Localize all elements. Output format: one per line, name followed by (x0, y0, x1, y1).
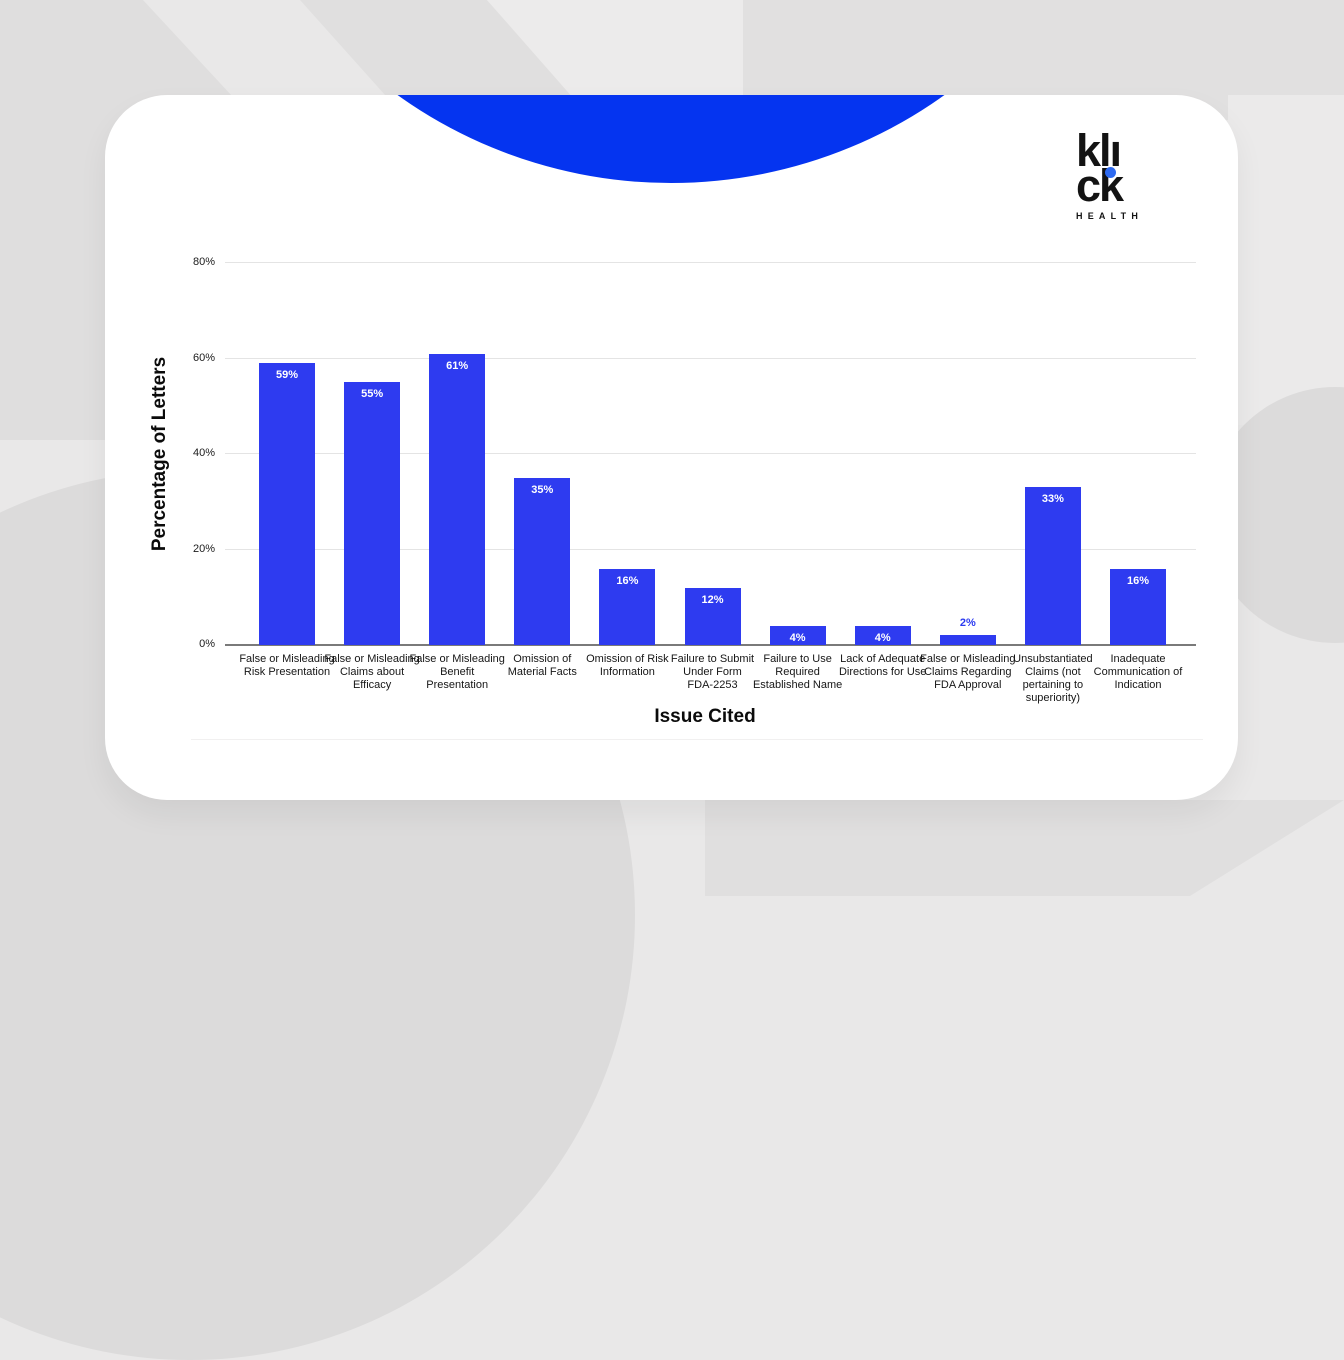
x-tick-label: Failure to Submit Under Form FDA-2253 (670, 653, 755, 691)
x-tick-label: False or Misleading Claims Regarding FDA… (920, 653, 1016, 691)
bar (344, 382, 401, 645)
bar-value-label: 33% (1041, 493, 1064, 506)
bar (769, 625, 826, 645)
accent-circle (202, 95, 1140, 183)
bar (514, 477, 571, 645)
bar-value-label: 55% (361, 388, 384, 401)
gridline (225, 548, 1196, 550)
brand-logo: klı ck HEALTH (1076, 125, 1162, 221)
y-tick-label: 60% (192, 351, 215, 364)
logo-line1: klı (1076, 125, 1122, 176)
x-axis-line (225, 644, 1196, 646)
y-tick-label: 80% (192, 256, 215, 268)
bar-value-label: 61% (446, 359, 469, 372)
x-tick-label: Lack of Adequate Directions for Use (838, 653, 927, 678)
bar-value-label: 4% (789, 631, 806, 644)
x-tick-label: Failure to Use Required Established Name (752, 653, 843, 691)
bar-value-label: 2% (959, 617, 976, 630)
plot-area: 0% 20% 40% 60% 80% 59% False or Misleading Ris… (193, 256, 1196, 704)
card-footer-divider (191, 739, 1203, 740)
bar (1024, 487, 1081, 645)
bar (939, 635, 996, 645)
logo-dot-icon (1105, 167, 1116, 178)
gridline (225, 453, 1196, 454)
x-tick-label: False or Misleading Benefit Presentation (409, 653, 505, 691)
gridline (225, 357, 1196, 359)
bar-value-label: 16% (1126, 574, 1150, 587)
bar (259, 363, 315, 645)
logo-subtext: HEALTH (1076, 211, 1144, 221)
bar-value-label: 59% (275, 369, 299, 382)
bg-shape-right-light-rect (1228, 95, 1344, 425)
gridline (225, 262, 1196, 263)
y-tick-label: 0% (199, 638, 215, 650)
x-tick-label: Inadequate Communication of Indication (1093, 653, 1183, 691)
logo-line2: ck (1076, 163, 1162, 208)
bar-value-label: 12% (701, 593, 724, 606)
x-tick-label: False or Misleading Risk Presentation (239, 653, 335, 678)
bar-value-label: 16% (616, 574, 639, 587)
bar (684, 587, 741, 645)
bar (854, 625, 911, 645)
bar-value-label: 35% (531, 483, 554, 496)
x-axis-title: Issue Cited (654, 706, 756, 727)
y-tick-label: 20% (192, 542, 215, 555)
bar (599, 568, 656, 645)
bar (1110, 568, 1166, 645)
x-tick-label: Omission of Risk Information (586, 653, 669, 678)
bar (429, 353, 486, 645)
x-tick-label: False or Misleading Claims about Efficac… (324, 653, 420, 691)
x-tick-label: Unsubstantiated Claims (not pertaining t… (1013, 653, 1093, 704)
bar-value-label: 4% (874, 631, 891, 644)
page: { "brand": { "logo_line1": "klı", "logo_… (0, 95, 1344, 1360)
x-tick-label: Omission of Material Facts (507, 653, 577, 678)
slide-card: klı ck HEALTH Percentage of Letters 0% 20… (105, 95, 1238, 800)
y-tick-label: 40% (192, 447, 215, 459)
logo-line2-text: ck (1076, 160, 1124, 211)
